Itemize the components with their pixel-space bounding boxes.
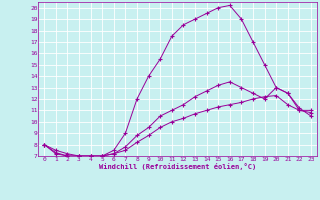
X-axis label: Windchill (Refroidissement éolien,°C): Windchill (Refroidissement éolien,°C) [99,163,256,170]
